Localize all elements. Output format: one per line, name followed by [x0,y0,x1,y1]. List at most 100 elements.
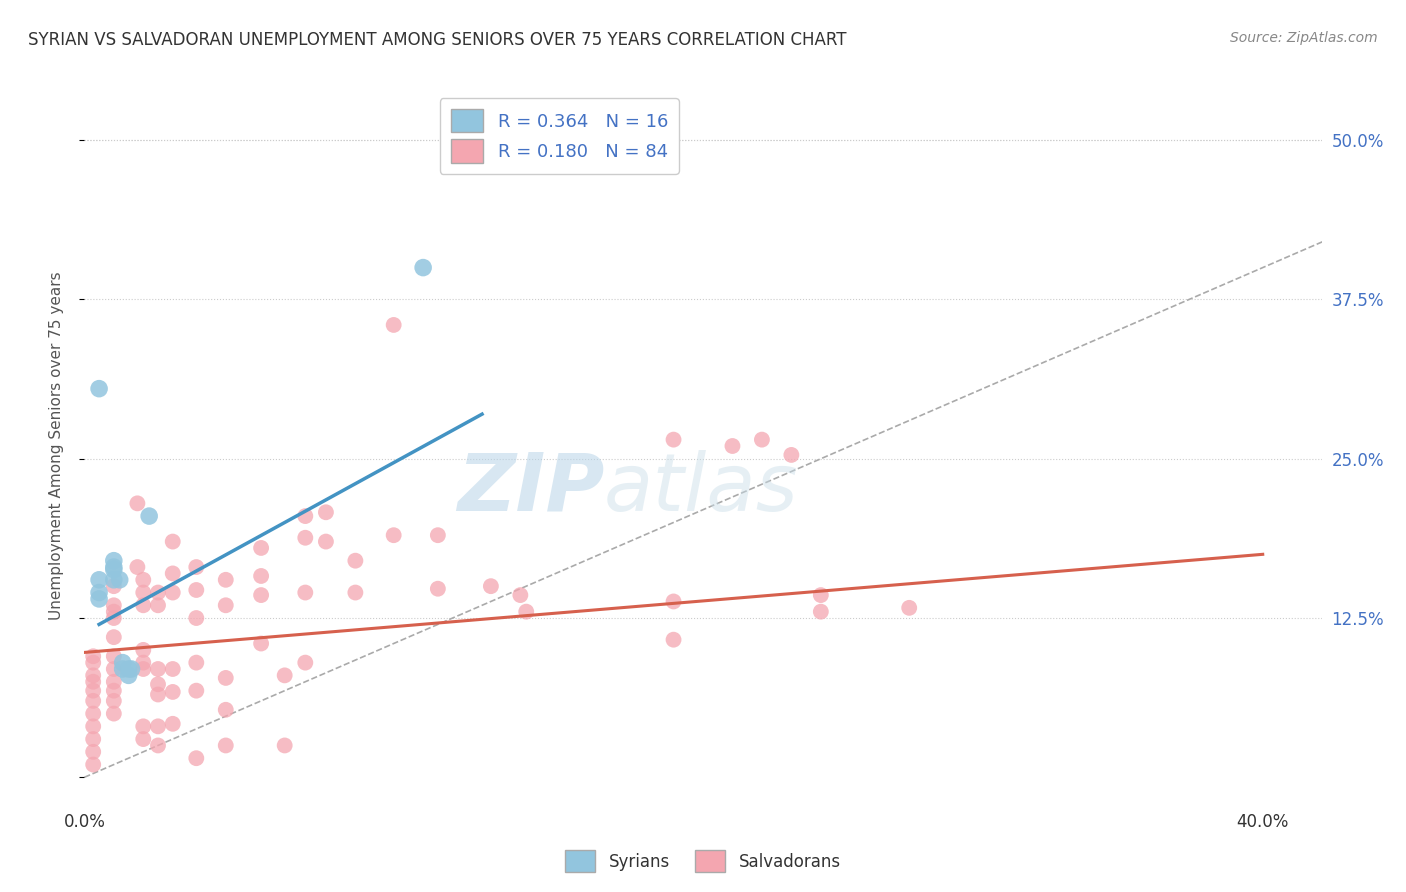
Point [426,528,449,542]
Point [87,585,110,599]
Point [132,656,155,670]
Point [294,531,316,545]
Legend: Syrians, Salvadorans: Syrians, Salvadorans [557,842,849,880]
Point [117,668,139,682]
Point [82,668,104,682]
Point [250,636,273,650]
Point [162,716,184,731]
Point [162,685,184,699]
Point [186,751,208,765]
Point [344,585,367,599]
Point [132,585,155,599]
Point [103,662,125,676]
Point [87,382,110,396]
Point [82,674,104,689]
Point [315,534,337,549]
Point [82,745,104,759]
Point [121,662,143,676]
Point [132,599,155,613]
Point [146,688,169,702]
Point [146,677,169,691]
Point [82,694,104,708]
Point [215,703,238,717]
Point [162,534,184,549]
Point [162,662,184,676]
Point [186,582,208,597]
Point [103,605,125,619]
Point [162,585,184,599]
Point [662,433,685,447]
Point [82,732,104,747]
Point [146,599,169,613]
Point [117,662,139,676]
Point [382,528,405,542]
Point [479,579,502,593]
Point [662,632,685,647]
Text: atlas: atlas [605,450,799,528]
Point [87,573,110,587]
Point [87,591,110,606]
Point [103,694,125,708]
Point [132,643,155,657]
Point [662,594,685,608]
Point [273,739,295,753]
Point [82,719,104,733]
Point [344,554,367,568]
Point [751,433,773,447]
Point [138,509,160,524]
Point [146,662,169,676]
Point [250,588,273,602]
Point [215,671,238,685]
Point [132,573,155,587]
Point [721,439,744,453]
Point [82,656,104,670]
Point [294,585,316,599]
Text: Source: ZipAtlas.com: Source: ZipAtlas.com [1230,31,1378,45]
Point [103,573,125,587]
Point [103,706,125,721]
Point [146,719,169,733]
Point [215,599,238,613]
Point [132,719,155,733]
Point [146,739,169,753]
Point [215,573,238,587]
Point [127,560,149,574]
Point [294,656,316,670]
Point [250,569,273,583]
Point [810,588,832,602]
Point [103,563,125,577]
Point [103,630,125,644]
Point [515,605,537,619]
Point [132,732,155,747]
Point [103,683,125,698]
Point [82,649,104,664]
Point [82,683,104,698]
Point [426,582,449,596]
Point [108,573,131,587]
Point [509,588,531,602]
Point [250,541,273,555]
Point [810,605,832,619]
Point [215,739,238,753]
Point [82,706,104,721]
Point [382,318,405,332]
Point [294,509,316,524]
Point [412,260,434,275]
Point [103,560,125,574]
Point [103,674,125,689]
Point [186,656,208,670]
Point [127,496,149,510]
Point [103,599,125,613]
Text: ZIP: ZIP [457,450,605,528]
Point [103,649,125,664]
Point [103,554,125,568]
Point [103,611,125,625]
Point [82,757,104,772]
Point [780,448,803,462]
Point [186,611,208,625]
Point [162,566,184,581]
Point [273,668,295,682]
Point [111,662,134,676]
Point [186,683,208,698]
Point [132,662,155,676]
